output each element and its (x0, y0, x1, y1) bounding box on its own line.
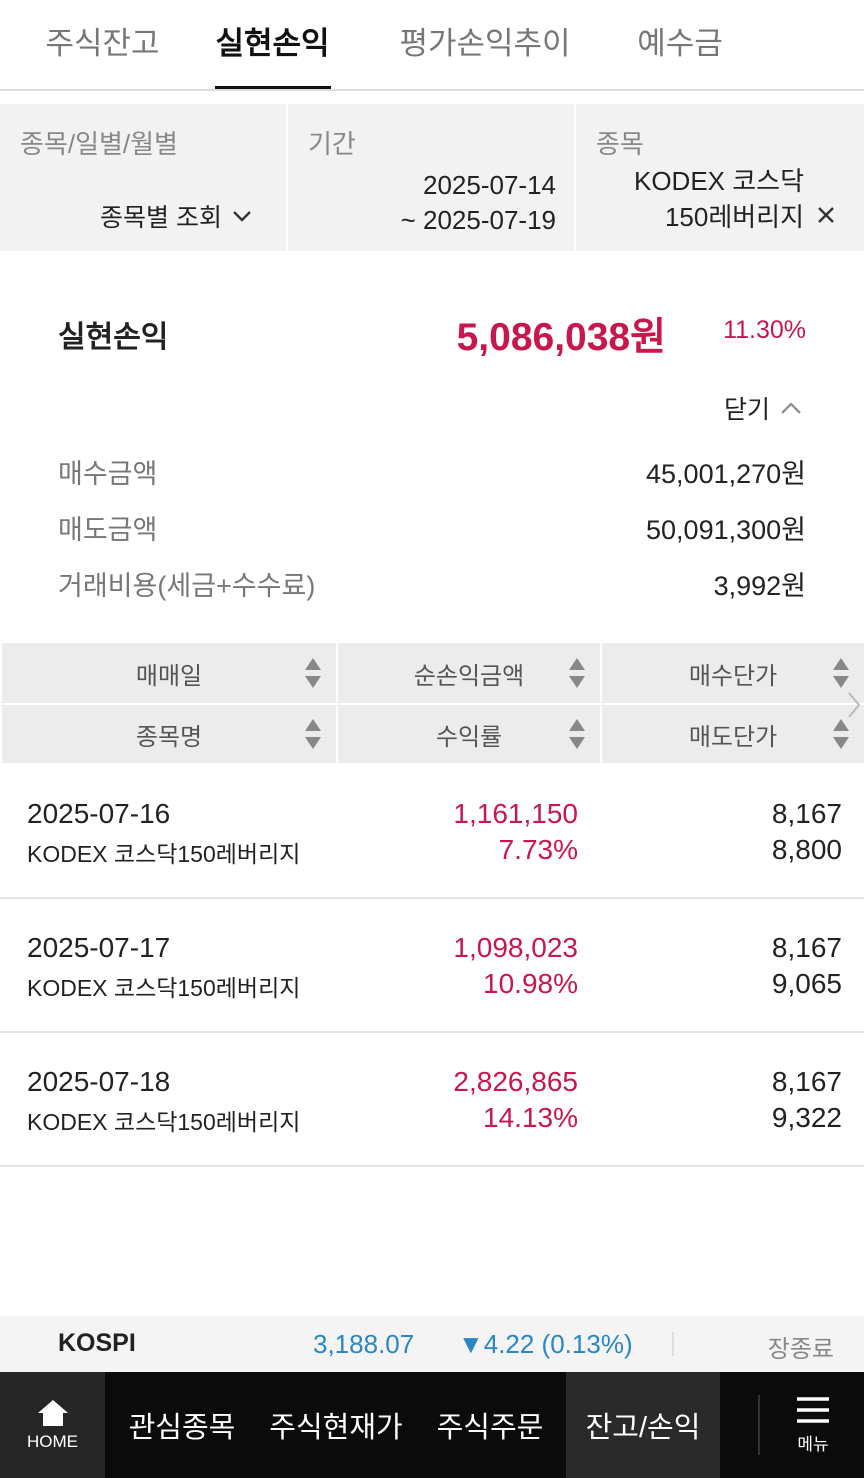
period-end: ~ 2025-07-19 (400, 205, 556, 235)
toggle[interactable]: 닫기 (724, 390, 802, 426)
row-divider (0, 1031, 864, 1033)
profit-rate: 10.98% (483, 968, 578, 999)
period[interactable]: 2025-07-14 ~ 2025-07-19 (401, 168, 556, 238)
header-label: 순손익금액 (413, 662, 525, 690)
sort-header[interactable]: 종목명 (2, 705, 336, 763)
item-name: KODEX 코스닥 (633, 166, 804, 196)
trade-date: 2025-07-17 (27, 932, 171, 963)
buy-price: 8,167 (771, 798, 842, 829)
summary-amount: 5,086,038원 (456, 316, 666, 359)
header-label: 매수단가 (688, 662, 778, 690)
sort-header[interactable]: 수익률 (338, 705, 600, 763)
nav-item[interactable]: 관심종목 (128, 1412, 236, 1444)
divider (672, 1332, 674, 1356)
sort-header[interactable]: 매도단가 (602, 705, 864, 763)
summary-rate: 11.30% (723, 316, 806, 344)
detail-value: 45,001,270원 (646, 459, 806, 489)
detail-label: 매도금액 (58, 515, 158, 545)
profit-rate: 14.13% (483, 1102, 578, 1133)
tab-active[interactable]: 실현손익 (215, 26, 330, 61)
tab[interactable]: 예수금 (637, 26, 723, 61)
filter-label: 종목 (596, 129, 644, 159)
detail-value: 50,091,300원 (646, 515, 806, 545)
sort-header[interactable]: 순손익금액 (338, 643, 600, 703)
nav-item-active[interactable]: 잔고/손익 (566, 1372, 720, 1478)
header-label: 매매일 (135, 662, 203, 690)
sort-header[interactable]: 매매일 (2, 643, 336, 703)
sell-price: 9,322 (771, 1102, 842, 1133)
row-divider (0, 897, 864, 899)
ticker-bar (0, 1316, 864, 1372)
stock-name: KODEX 코스닥150레버리지 (27, 841, 301, 867)
nav-item[interactable]: 주식현재가 (269, 1412, 403, 1444)
view-dropdown[interactable]: 종목별 조회 (100, 198, 252, 234)
sell-price: 8,800 (771, 834, 842, 865)
trade-date: 2025-07-16 (27, 798, 171, 829)
table-row[interactable]: 2025-07-16 KODEX 코스닥150레버리지 1,161,150 7.73%… (0, 765, 864, 899)
divider (574, 104, 576, 251)
divider (758, 1395, 760, 1455)
divider (0, 89, 864, 91)
menu-icon (797, 1396, 829, 1423)
item[interactable]: KODEX 코스닥 150레버리지 (634, 163, 804, 235)
detail-label: 거래비용(세금+수수료) (58, 571, 316, 601)
sort-header[interactable]: 매수단가 (602, 643, 864, 703)
bottom-nav (0, 1372, 864, 1478)
item-name: 150레버리지 (664, 202, 804, 232)
net-profit: 2,826,865 (453, 1066, 578, 1097)
tab-indicator (215, 86, 331, 91)
filter-label: 기간 (308, 129, 356, 159)
detail-label: 매수금액 (58, 459, 158, 489)
nav-home[interactable]: HOME (0, 1372, 105, 1478)
clear-button[interactable] (816, 205, 836, 225)
detail-value: 3,992원 (713, 571, 806, 601)
stock-name: KODEX 코스닥150레버리지 (27, 975, 301, 1001)
scroll-right[interactable] (846, 690, 862, 720)
header-label: 매도단가 (688, 723, 778, 751)
summary-title: 실현손익 (58, 321, 169, 354)
tab[interactable]: 주식잔고 (45, 26, 160, 61)
home-icon (37, 1400, 68, 1426)
chevron-down (233, 211, 251, 222)
trade-date: 2025-07-18 (27, 1066, 171, 1097)
dropdown-value: 종목별 조회 (100, 204, 222, 232)
net-profit: 1,161,150 (453, 798, 578, 829)
profit-rate: 7.73% (498, 834, 578, 865)
header-label: 수익률 (435, 723, 503, 751)
buy-price: 8,167 (771, 932, 842, 963)
tab[interactable]: 평가손익추이 (399, 26, 571, 61)
period-start: 2025-07-14 (423, 170, 556, 200)
table-row[interactable]: 2025-07-18 KODEX 코스닥150레버리지 2,826,865 14.13… (0, 1033, 864, 1167)
divider (286, 104, 288, 251)
net-profit: 1,098,023 (453, 932, 578, 963)
ticker-name: KOSPI (58, 1329, 136, 1357)
nav-label: HOME (27, 1432, 78, 1451)
ticker-value: 3,188.07 (313, 1329, 415, 1359)
nav-menu[interactable]: 메뉴 (762, 1372, 864, 1478)
ticker-change: ▼4.22 (0.13%) (458, 1329, 633, 1359)
stock-name: KODEX 코스닥150레버리지 (27, 1109, 301, 1135)
sort-icon (833, 719, 849, 749)
sort-icon (569, 719, 585, 749)
header-label: 종목명 (135, 723, 203, 751)
sell-price: 9,065 (771, 968, 842, 999)
toggle-label: 닫기 (723, 396, 770, 424)
table-row[interactable]: 2025-07-17 KODEX 코스닥150레버리지 1,098,023 10.98… (0, 899, 864, 1033)
nav-item[interactable]: 주식주문 (436, 1412, 544, 1444)
filter-label: 종목/일별/월별 (20, 129, 178, 159)
nav-label: 메뉴 (797, 1434, 829, 1454)
market-status: 장종료 (767, 1336, 834, 1363)
sort-icon (569, 658, 585, 688)
chevron-up (781, 402, 801, 414)
sort-icon (305, 658, 321, 688)
row-divider (0, 1165, 864, 1167)
sort-icon (833, 658, 849, 688)
sort-icon (305, 719, 321, 749)
filter-bar (0, 104, 864, 251)
buy-price: 8,167 (771, 1066, 842, 1097)
